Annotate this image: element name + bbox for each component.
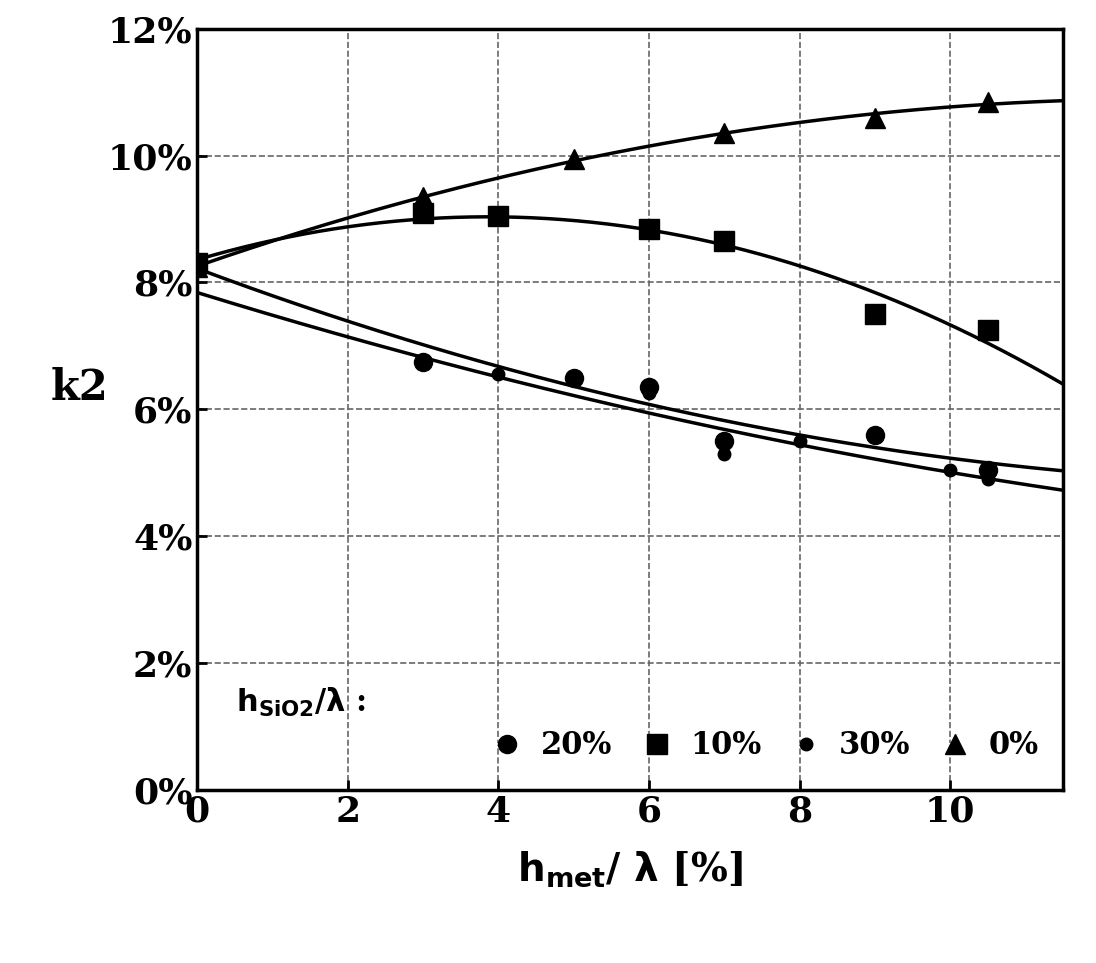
Legend: 20%, 10%, 30%, 0%: 20%, 10%, 30%, 0% bbox=[480, 730, 1038, 761]
Text: $\mathbf{h_{SiO2}}$/$\mathbf{\lambda}$ :: $\mathbf{h_{SiO2}}$/$\mathbf{\lambda}$ : bbox=[237, 686, 366, 718]
X-axis label: $\mathbf{h_{met}}$/ $\mathbf{\lambda}$ [%]: $\mathbf{h_{met}}$/ $\mathbf{\lambda}$ [… bbox=[517, 849, 743, 889]
Y-axis label: k2: k2 bbox=[52, 367, 109, 409]
